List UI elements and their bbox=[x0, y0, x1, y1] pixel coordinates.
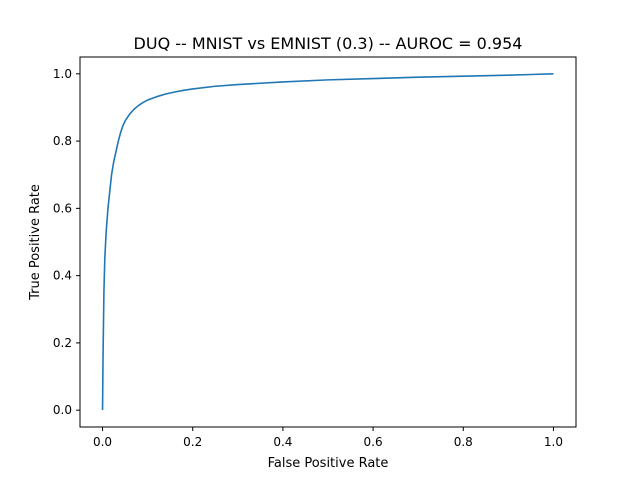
x-tick-label: 0.2 bbox=[183, 435, 202, 449]
x-axis-label: False Positive Rate bbox=[268, 456, 389, 471]
x-tick-label: 0.6 bbox=[364, 435, 383, 449]
y-tick-label: 1.0 bbox=[53, 67, 72, 81]
y-tick-label: 0.2 bbox=[53, 336, 72, 350]
x-tick-label: 1.0 bbox=[544, 435, 563, 449]
y-tick-label: 0.8 bbox=[53, 134, 72, 148]
y-tick-label: 0.6 bbox=[53, 201, 72, 215]
x-axis-ticks: 0.0 0.2 0.4 0.6 0.8 1.0 bbox=[93, 427, 563, 449]
y-axis-label: True Positive Rate bbox=[28, 184, 43, 301]
y-axis-ticks: 0.0 0.2 0.4 0.6 0.8 1.0 bbox=[53, 67, 80, 417]
y-tick-label: 0.0 bbox=[53, 403, 72, 417]
roc-curve-line bbox=[101, 73, 554, 411]
plot-frame bbox=[79, 56, 577, 428]
y-tick-label: 0.4 bbox=[53, 269, 72, 283]
x-tick-label: 0.8 bbox=[454, 435, 473, 449]
x-tick-label: 0.0 bbox=[93, 435, 112, 449]
plot-area bbox=[101, 73, 554, 411]
x-tick-label: 0.4 bbox=[273, 435, 292, 449]
chart-title: DUQ -- MNIST vs EMNIST (0.3) -- AUROC = … bbox=[134, 34, 523, 53]
